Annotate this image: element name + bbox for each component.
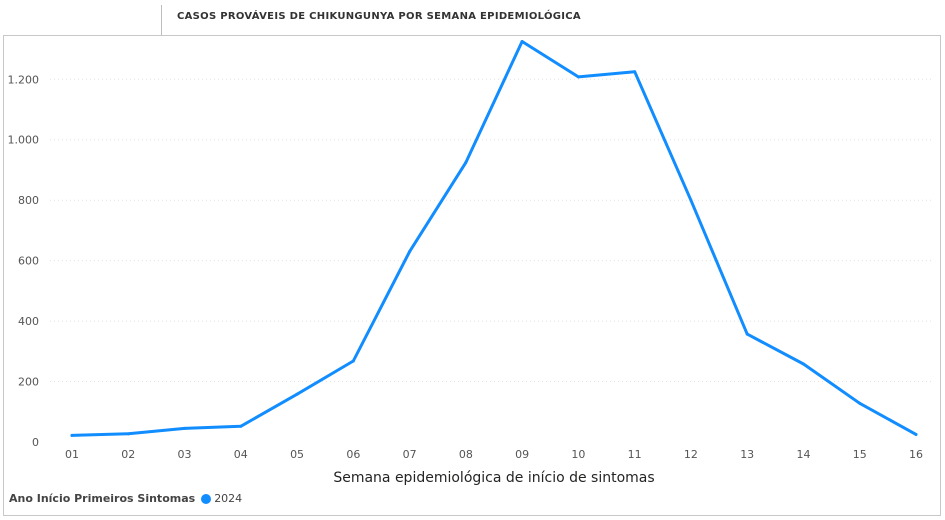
data-point[interactable] [858,401,862,405]
y-tick-label: 200 [18,376,39,389]
x-tick-label: 03 [178,448,192,461]
x-tick-label: 16 [909,448,923,461]
x-tick-label: 12 [684,448,698,461]
data-point[interactable] [126,432,130,436]
x-tick-label: 06 [346,448,360,461]
y-tick-label: 800 [18,194,39,207]
data-point[interactable] [295,392,299,396]
data-point[interactable] [183,426,187,430]
legend-marker-2024[interactable] [201,493,212,504]
legend-title: Ano Início Primeiros Sintomas [9,492,196,505]
legend: Ano Início Primeiros Sintomas 2024 [9,492,242,505]
data-point[interactable] [239,424,243,428]
data-point[interactable] [633,70,637,74]
x-tick-label: 04 [234,448,248,461]
x-tick-label: 10 [571,448,585,461]
data-point[interactable] [351,359,355,363]
chart-title: CASOS PROVÁVEIS DE CHIKUNGUNYA POR SEMAN… [177,11,581,22]
x-tick-label: 01 [65,448,79,461]
data-point[interactable] [801,362,805,366]
x-tick-label: 13 [740,448,754,461]
x-tick-label: 09 [515,448,529,461]
x-tick-label: 05 [290,448,304,461]
x-tick-label: 11 [628,448,642,461]
y-tick-label: 600 [18,255,39,268]
y-tick-label: 400 [18,315,39,328]
data-point[interactable] [70,433,74,437]
data-point[interactable] [689,198,693,202]
y-tick-label: 0 [32,436,39,449]
series-line-2024[interactable] [70,40,918,437]
data-point[interactable] [520,40,524,44]
data-point[interactable] [408,250,412,254]
chart-panel [3,35,941,516]
data-point[interactable] [576,75,580,79]
x-tick-label: 14 [796,448,810,461]
legend-item-2024[interactable]: 2024 [214,492,243,505]
y-tick-label: 1.000 [8,134,40,147]
data-point[interactable] [745,332,749,336]
x-tick-label: 07 [403,448,417,461]
x-tick-label: 15 [853,448,867,461]
title-divider [161,5,162,35]
data-point[interactable] [914,432,918,436]
x-tick-label: 02 [121,448,135,461]
x-tick-label: 08 [459,448,473,461]
y-tick-label: 1.200 [8,73,40,86]
x-axis-label: Semana epidemiológica de início de sinto… [333,470,654,486]
data-point[interactable] [464,160,468,164]
